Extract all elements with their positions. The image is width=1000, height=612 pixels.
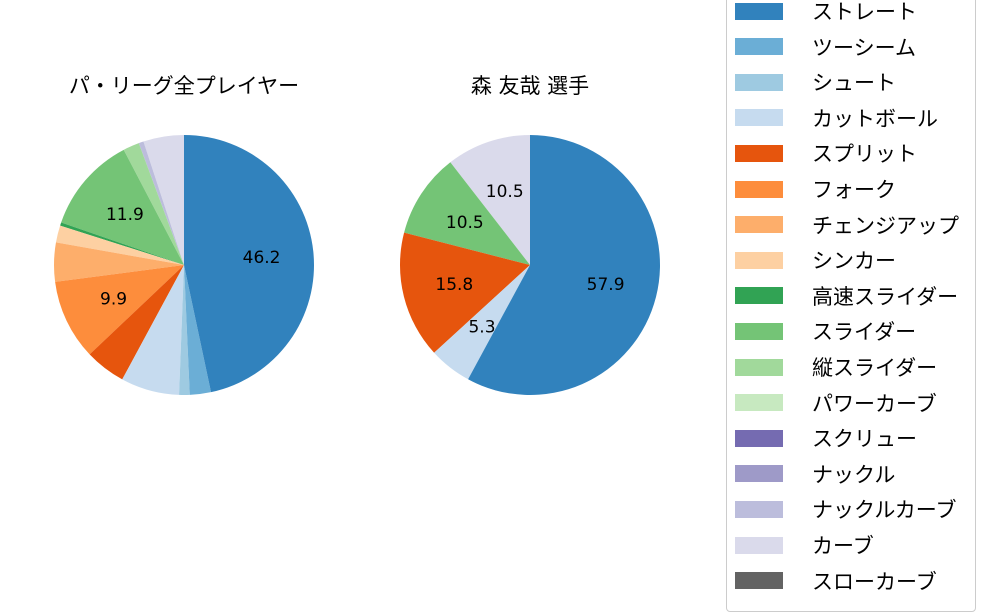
slice-value-label: 11.9	[106, 205, 144, 225]
slice-value-label: 10.5	[446, 213, 484, 233]
legend-label: ツーシーム	[812, 35, 916, 60]
legend-item: スプリット	[735, 138, 917, 168]
league-pie: パ・リーグ全プレイヤー 46.2 9.9 11.9	[54, 74, 315, 396]
slice-value-label: 46.2	[243, 248, 281, 268]
slice-value-label: 9.9	[100, 290, 127, 310]
legend-label: フォーク	[812, 178, 896, 202]
legend-label: チェンジアップ	[812, 213, 959, 238]
legend-item: シンカー	[735, 245, 896, 275]
legend-item: ツーシーム	[735, 32, 916, 62]
pie-slice	[89, 265, 184, 380]
legend-item: フォーク	[735, 174, 896, 204]
player-pie-title: 森 友哉 選手	[471, 74, 589, 98]
legend-label: パワーカーブ	[812, 391, 937, 416]
legend-label: スプリット	[812, 142, 917, 167]
league-pie-title: パ・リーグ全プレイヤー	[69, 74, 299, 98]
pie-slice	[184, 265, 212, 395]
legend-label: ストレート	[812, 0, 917, 24]
pie-slice	[468, 135, 660, 395]
pie-slice	[450, 135, 530, 265]
legend-item: スライダー	[735, 316, 916, 346]
legend-label: カーブ	[812, 534, 874, 558]
pie-slice	[184, 135, 315, 393]
legend-swatch	[735, 109, 783, 127]
legend-item: スローカーブ	[735, 566, 937, 596]
slice-value-label: 10.5	[486, 182, 524, 202]
pie-slice	[179, 265, 190, 396]
legend-swatch	[735, 287, 783, 305]
pie-slice	[404, 162, 530, 265]
legend-swatch	[735, 500, 783, 518]
pie-slice	[54, 242, 185, 282]
pie-slice	[434, 265, 530, 380]
legend-label: ナックル	[812, 462, 896, 487]
pie-slice	[61, 149, 184, 265]
pie-slice	[122, 265, 184, 395]
legend-item: シュート	[735, 67, 896, 97]
legend-item: 高速スライダー	[735, 281, 958, 311]
legend-swatch	[735, 536, 783, 554]
pie-slice	[143, 135, 184, 265]
legend-label: ナックルカーブ	[812, 498, 957, 523]
player-pie: 森 友哉 選手 57.9 5.3 15.8 10.510.5	[400, 74, 660, 395]
legend-label: シュート	[812, 71, 896, 96]
legend-swatch	[735, 465, 783, 483]
legend-swatch	[735, 38, 783, 56]
legend-label: スクリュー	[812, 427, 917, 452]
legend-item: ナックルカーブ	[735, 494, 956, 524]
legend-label: 縦スライダー	[812, 356, 938, 380]
legend-item: パワーカーブ	[735, 388, 937, 418]
pie-slice	[60, 222, 184, 265]
legend: ストレートツーシームシュートカットボール スプリットフォークチェンジアップ シンカー…	[726, 0, 976, 612]
pie-slice	[138, 141, 184, 265]
legend-label: スライダー	[812, 320, 917, 345]
pie-slice	[123, 143, 184, 265]
legend-label: カットボール	[812, 106, 938, 131]
slice-value-label: 57.9	[587, 275, 625, 295]
slice-value-label: 5.3	[468, 317, 495, 337]
pie-slice	[55, 265, 184, 355]
legend-swatch	[735, 216, 783, 234]
legend-item: カーブ	[735, 530, 874, 560]
pie-slice	[400, 232, 530, 353]
legend-label: 高速スライダー	[812, 284, 959, 309]
legend-swatch	[735, 2, 783, 20]
legend-swatch	[735, 322, 783, 340]
legend-swatch	[735, 180, 783, 198]
legend-item: ナックル	[735, 459, 895, 489]
legend-swatch	[735, 144, 783, 162]
pie-slice	[55, 225, 184, 265]
slice-value-label: 15.8	[435, 275, 473, 295]
legend-swatch	[735, 429, 783, 447]
legend-label: シンカー	[812, 249, 896, 274]
legend-swatch	[735, 394, 783, 412]
legend-swatch	[735, 251, 783, 269]
legend-item: カットボール	[735, 103, 938, 133]
legend-swatch	[735, 73, 783, 91]
legend-item: チェンジアップ	[735, 210, 959, 240]
legend-swatch	[735, 358, 783, 376]
legend-label: スローカーブ	[812, 569, 937, 594]
legend-swatch	[735, 572, 783, 590]
legend-item: 縦スライダー	[735, 352, 937, 382]
legend-item: ストレート	[735, 0, 917, 26]
legend-item: スクリュー	[735, 423, 917, 453]
